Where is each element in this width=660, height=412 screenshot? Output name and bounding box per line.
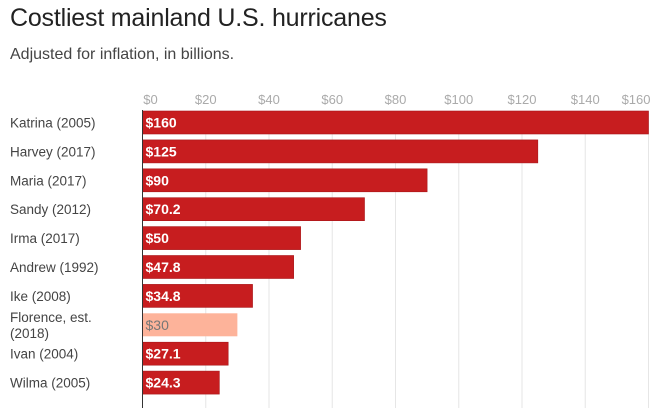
data-label: $50 [146,230,170,246]
category-label: Katrina (2005) [10,116,96,131]
category-label: Harvey (2017) [10,144,96,159]
data-label: $30 [146,317,170,333]
chart-title: Costliest mainland U.S. hurricanes [10,4,387,32]
category-label: Ike (2008) [10,289,71,304]
category-label: Irma (2017) [10,231,80,246]
bar [142,139,539,164]
data-label: $90 [146,172,170,188]
data-label: $125 [146,143,177,159]
bar [142,313,238,337]
x-tick-label: $20 [195,92,217,107]
category-label: Sandy (2012) [10,202,91,217]
x-axis-ticks: $0 $20 $40 $60 $80 $100 $120 $140 $160 [143,92,650,107]
bars: $160 $125 $90 $70.2 $50 $47.8 $34.8 $30 $27.1 $24… [142,110,649,395]
x-tick-label: $160 [622,92,651,107]
data-label: $47.8 [146,259,181,275]
x-tick-label: $140 [571,92,600,107]
data-label: $34.8 [146,288,181,304]
data-label: $70.2 [146,201,181,217]
category-label: Andrew (1992) [10,260,99,275]
data-label: $160 [146,115,177,131]
x-tick-label: $80 [385,92,407,107]
x-tick-label: $60 [321,92,343,107]
x-tick-label: $100 [444,92,473,107]
bar [142,110,649,135]
category-label: Ivan (2004) [10,347,78,362]
category-label: Wilma (2005) [10,376,90,391]
x-tick-label: $40 [258,92,280,107]
data-label: $27.1 [146,346,181,362]
category-label: (2018) [10,326,49,341]
x-tick-label: $0 [143,92,157,107]
category-label: Maria (2017) [10,173,87,188]
bar [142,168,428,193]
x-tick-label: $120 [508,92,537,107]
category-labels: Katrina (2005) Harvey (2017) Maria (2017) S… [10,116,99,391]
category-label: Florence, est. [10,310,92,325]
chart-subtitle: Adjusted for inflation, in billions. [10,46,235,63]
data-label: $24.3 [146,375,181,391]
